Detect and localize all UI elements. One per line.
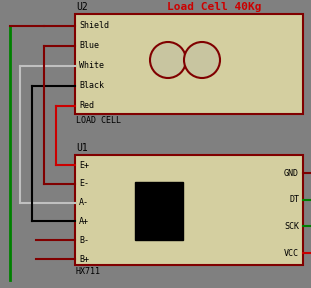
- Text: White: White: [79, 62, 104, 71]
- Text: B-: B-: [79, 236, 89, 245]
- Text: SCK: SCK: [284, 222, 299, 231]
- Text: Blue: Blue: [79, 41, 99, 50]
- Text: U2: U2: [76, 2, 88, 12]
- Text: DT: DT: [289, 195, 299, 204]
- Text: U1: U1: [76, 143, 88, 153]
- Text: Shield: Shield: [79, 22, 109, 31]
- Circle shape: [150, 42, 186, 78]
- Text: A+: A+: [79, 217, 89, 226]
- Text: Red: Red: [79, 101, 94, 111]
- Text: LOAD CELL: LOAD CELL: [76, 116, 121, 125]
- Text: B+: B+: [79, 255, 89, 264]
- Text: GND: GND: [284, 168, 299, 177]
- Text: Black: Black: [79, 82, 104, 90]
- Text: E+: E+: [79, 160, 89, 170]
- Text: VCC: VCC: [284, 249, 299, 257]
- Text: A-: A-: [79, 198, 89, 207]
- Circle shape: [184, 42, 220, 78]
- Text: Load Cell 40Kg: Load Cell 40Kg: [167, 2, 261, 12]
- Text: E-: E-: [79, 179, 89, 188]
- Bar: [135, 182, 183, 240]
- Bar: [75, 14, 303, 114]
- Text: HX711: HX711: [76, 267, 101, 276]
- Bar: [75, 155, 303, 265]
